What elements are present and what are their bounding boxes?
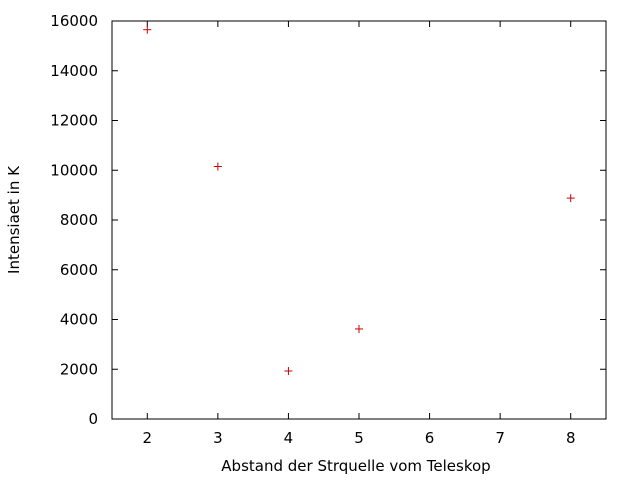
x-tick-label: 8: [566, 429, 576, 447]
x-axis-ticks: 2 3 4 5 6 7 8: [143, 21, 576, 447]
data-point: [143, 25, 152, 34]
y-tick-label: 16000: [50, 12, 98, 30]
y-tick-label: 10000: [50, 161, 98, 179]
x-tick-label: 3: [213, 429, 223, 447]
data-point: [566, 194, 575, 203]
y-axis-label: Intensiaet in K: [5, 165, 23, 274]
x-tick-label: 4: [284, 429, 294, 447]
y-tick-label: 12000: [50, 112, 98, 130]
data-point: [355, 324, 363, 333]
y-tick-label: 2000: [60, 360, 98, 378]
x-tick-label: 2: [143, 429, 153, 447]
x-tick-label: 5: [354, 429, 364, 447]
y-tick-label: 4000: [60, 311, 98, 329]
y-tick-label: 6000: [60, 261, 98, 279]
x-axis-label: Abstand der Strquelle vom Teleskop: [221, 457, 490, 475]
y-tick-label: 8000: [60, 211, 98, 229]
data-points: [143, 25, 575, 375]
data-point: [213, 162, 222, 171]
plot-frame: [111, 20, 607, 420]
y-tick-label: 14000: [50, 62, 98, 80]
data-point: [284, 366, 293, 375]
x-tick-label: 6: [425, 429, 435, 447]
y-axis-ticks: 0 2000 4000 6000 8000 10000 12000 14000 16000: [50, 12, 606, 428]
x-tick-label: 7: [495, 429, 505, 447]
y-tick-label: 0: [88, 410, 98, 428]
